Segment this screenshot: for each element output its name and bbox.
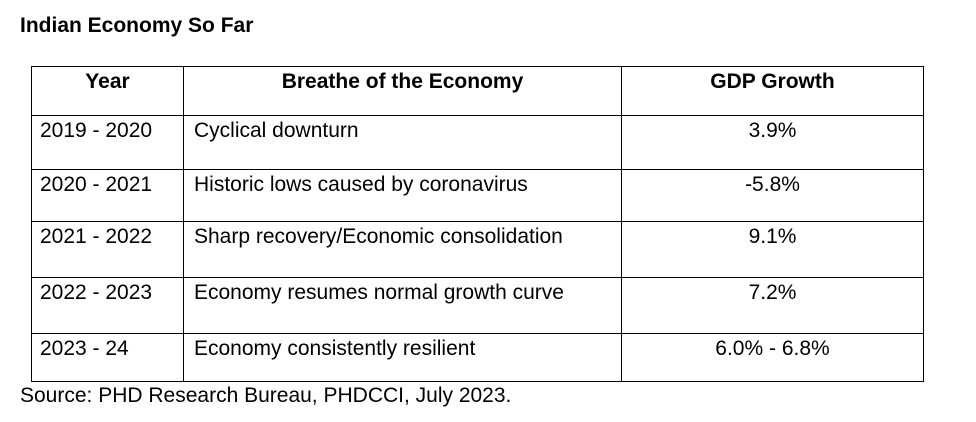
description-cell: Economy resumes normal growth curve <box>183 277 622 334</box>
gdp-growth-cell: 7.2% <box>621 277 924 334</box>
gdp-growth-cell: -5.8% <box>621 169 924 222</box>
header-gdp-growth: GDP Growth <box>621 66 924 116</box>
table-row: 2019 - 2020 Cyclical downturn 3.9% <box>31 115 924 170</box>
gdp-growth-cell: 3.9% <box>621 115 924 170</box>
year-cell: 2019 - 2020 <box>31 115 184 170</box>
economy-table: Year Breathe of the Economy GDP Growth 2… <box>31 66 924 382</box>
gdp-growth-cell: 6.0% - 6.8% <box>621 333 924 382</box>
table-row: 2022 - 2023 Economy resumes normal growt… <box>31 277 924 334</box>
source-note: Source: PHD Research Bureau, PHDCCI, Jul… <box>20 384 512 407</box>
table-row: 2021 - 2022 Sharp recovery/Economic cons… <box>31 221 924 278</box>
year-cell: 2023 - 24 <box>31 333 184 382</box>
table-row: 2023 - 24 Economy consistently resilient… <box>31 333 924 382</box>
description-cell: Cyclical downturn <box>183 115 622 170</box>
header-description: Breathe of the Economy <box>183 66 622 116</box>
year-cell: 2020 - 2021 <box>31 169 184 222</box>
gdp-growth-cell: 9.1% <box>621 221 924 278</box>
year-cell: 2021 - 2022 <box>31 221 184 278</box>
description-cell: Historic lows caused by coronavirus <box>183 169 622 222</box>
table-row: 2020 - 2021 Historic lows caused by coro… <box>31 169 924 222</box>
year-cell: 2022 - 2023 <box>31 277 184 334</box>
description-cell: Economy consistently resilient <box>183 333 622 382</box>
document-title: Indian Economy So Far <box>20 14 254 37</box>
description-cell: Sharp recovery/Economic consolidation <box>183 221 622 278</box>
table-header-row: Year Breathe of the Economy GDP Growth <box>31 66 924 116</box>
header-year: Year <box>31 66 184 116</box>
